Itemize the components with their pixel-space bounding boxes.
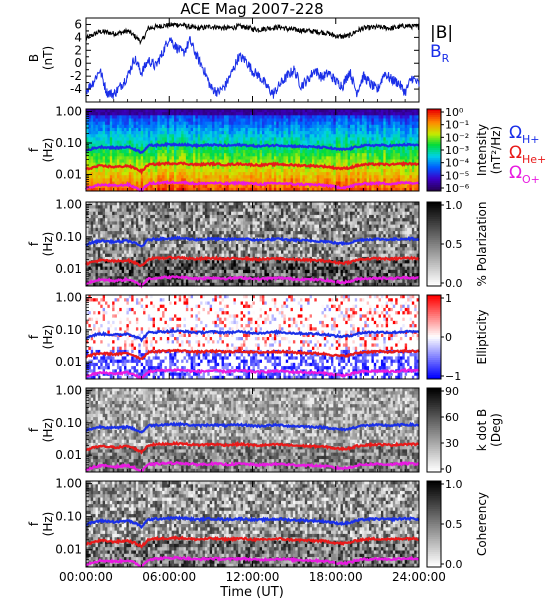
coherency-spectrogram: [86, 481, 419, 567]
coherency-freq-tick-label: 1.00: [55, 477, 82, 491]
k-dot-b-colorbar-tick-label: 90: [445, 385, 459, 398]
b-y-tick-label: -4: [70, 82, 82, 96]
time-tick-label: 24:00:00: [392, 570, 446, 584]
coherency-y-unit: (Hz): [41, 512, 55, 537]
time-tick-label: 18:00:00: [309, 570, 363, 584]
ellipticity-y-unit: (Hz): [41, 325, 55, 350]
intensity-y-unit: (Hz): [41, 138, 55, 163]
b-legend: |B| BR: [430, 23, 453, 65]
intensity-colorbar-tick-label: 10⁻²: [445, 131, 469, 144]
coherency-freq-tick-label: 0.01: [55, 543, 82, 557]
polarization-colorbar-label: % Polarization: [475, 202, 489, 287]
b-y-tick-label: 2: [74, 43, 82, 57]
intensity-colorbar-unit: (nT²/Hz): [489, 126, 503, 174]
intensity-colorbar-tick-label: 10⁻⁶: [445, 182, 470, 195]
ellipticity-y-label: f: [27, 334, 41, 339]
intensity-freq-tick-label: 1.00: [55, 104, 82, 118]
time-tick-label: 06:00:00: [142, 570, 196, 584]
legend-b-r: BR: [430, 42, 450, 65]
coherency-colorbar-label: Coherency: [475, 492, 489, 556]
intensity-colorbar-tick-label: 10⁰: [445, 106, 464, 119]
x-axis-label: Time (UT): [219, 585, 284, 600]
k-dot-b-colorbar-label: k dot B: [475, 409, 489, 451]
b-y-tick-label: 4: [74, 30, 82, 44]
b-y-tick-label: 6: [74, 17, 82, 31]
time-tick-label: 00:00:00: [59, 570, 113, 584]
k-dot-b-colorbar-tick-label: 60: [445, 411, 459, 424]
polarization-y-unit: (Hz): [41, 232, 55, 257]
coherency-colorbar-tick-label: 1.0: [445, 478, 463, 491]
k-dot-b-freq-tick-label: 0.10: [55, 416, 82, 430]
coherency-colorbar-tick-label: 0.5: [445, 518, 463, 531]
polarization-panel: 1.00 0.10 0.01 f(Hz) 1.0 0.5 0.0 % Polarization: [27, 198, 489, 290]
coherency-colorbar: 1.0 0.5 0.0 Coherency: [427, 478, 489, 571]
intensity-y-label: f: [27, 147, 41, 152]
ellipticity-colorbar: 1 0 −1 Ellipticity: [427, 292, 489, 383]
figure-title: ACE Mag 2007-228: [180, 0, 323, 18]
coherency-y-label: f: [27, 521, 41, 526]
k-dot-b-colorbar: 90 60 30 0 k dot B(Deg): [427, 385, 503, 476]
intensity-colorbar-tick-label: 10⁻¹: [445, 119, 469, 132]
intensity-freq-tick-label: 0.01: [55, 168, 82, 182]
intensity-colorbar-tick-label: 10⁻³: [445, 144, 469, 157]
polarization-freq-tick-label: 0.10: [55, 230, 82, 244]
k-dot-b-panel: 1.00 0.10 0.01 f(Hz) 90 60 30 0 k dot B(Deg): [27, 384, 503, 476]
legend-omega-o: ΩO+: [509, 163, 540, 186]
b-y-tick-label: 0: [74, 56, 82, 70]
ellipticity-freq-tick-label: 1.00: [55, 291, 82, 305]
ellipticity-colorbar-tick-label: 1: [445, 292, 452, 305]
k-dot-b-freq-tick-label: 1.00: [55, 384, 82, 398]
polarization-colorbar-tick-label: 0.0: [445, 277, 463, 290]
polarization-y-label: f: [27, 241, 41, 246]
polarization-colorbar-tick-label: 0.5: [445, 238, 463, 251]
ellipticity-colorbar-label: Ellipticity: [475, 310, 489, 365]
k-dot-b-colorbar-tick-label: 30: [445, 437, 459, 450]
ellipticity-freq-tick-label: 0.10: [55, 323, 82, 337]
k-dot-b-colorbar-unit: (Deg): [489, 413, 503, 447]
intensity-colorbar-label: Intensity: [475, 124, 489, 176]
b-y-label: B: [27, 54, 41, 62]
ellipticity-freq-tick-label: 0.01: [55, 355, 82, 369]
coherency-freq-tick-label: 0.10: [55, 510, 82, 524]
legend-b-mag: |B|: [430, 23, 453, 43]
k-dot-b-freq-tick-label: 0.01: [55, 448, 82, 462]
ellipticity-panel: 1.00 0.10 0.01 f(Hz) 1 0 −1 Ellipticity: [27, 291, 489, 383]
k-dot-b-colorbar-tick-label: 0: [445, 463, 452, 476]
b-y-unit: (nT): [41, 46, 55, 70]
b-y-tick-label: -2: [70, 69, 82, 83]
intensity-colorbar-tick-label: 10⁻⁴: [445, 157, 470, 170]
polarization-freq-tick-label: 1.00: [55, 198, 82, 212]
polarization-freq-tick-label: 0.01: [55, 262, 82, 276]
polarization-colorbar: 1.0 0.5 0.0 % Polarization: [427, 199, 489, 290]
coherency-panel: 1.00 0.10 0.01 f(Hz) 1.0 0.5 0.0 Coherency: [27, 477, 489, 571]
time-tick-label: 12:00:00: [226, 570, 280, 584]
polarization-colorbar-tick-label: 1.0: [445, 199, 463, 212]
gyro-legend: ΩH+ ΩHe+ ΩO+: [509, 123, 546, 186]
k-dot-b-y-unit: (Hz): [41, 418, 55, 443]
intensity-panel: 1.00 0.10 0.01 f(Hz) 10⁰10⁻¹10⁻²10⁻³10⁻⁴10⁻⁵…: [27, 104, 503, 195]
coherency-colorbar-tick-label: 0.0: [445, 558, 463, 571]
ellipticity-colorbar-tick-label: 0: [445, 331, 452, 344]
intensity-freq-tick-label: 0.10: [55, 136, 82, 150]
intensity-colorbar-tick-label: 10⁻⁵: [445, 169, 469, 182]
ellipticity-colorbar-tick-label: −1: [445, 370, 461, 383]
k-dot-b-y-label: f: [27, 427, 41, 432]
